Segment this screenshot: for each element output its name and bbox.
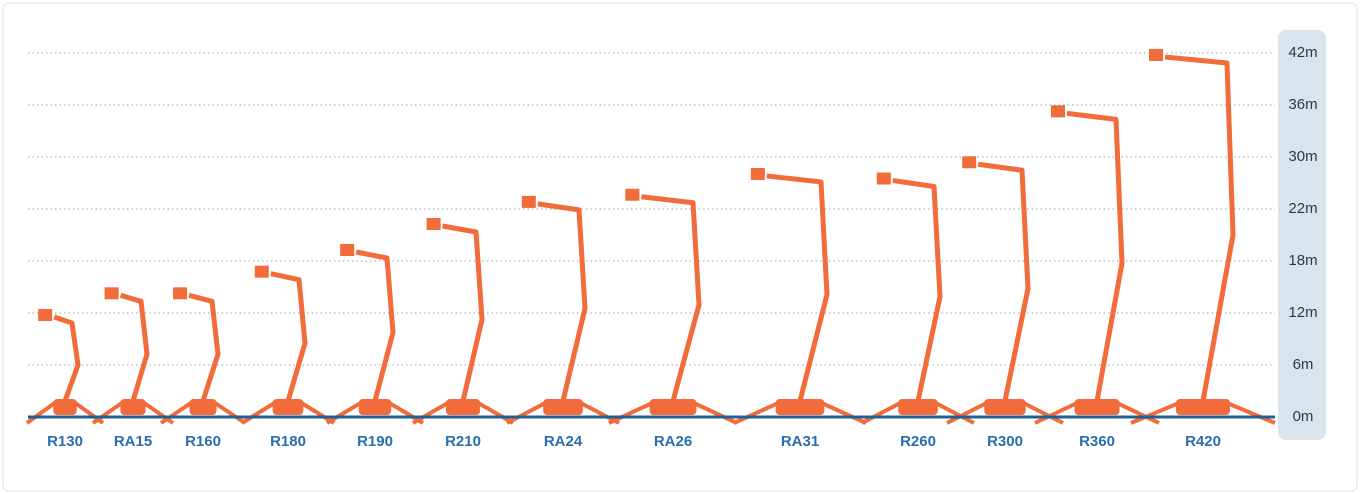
- crawler: [1176, 399, 1230, 415]
- y-tick-label: 12m: [1288, 304, 1317, 321]
- crawler: [53, 399, 76, 415]
- basket: [522, 196, 536, 208]
- crawler: [898, 399, 938, 415]
- basket: [962, 156, 976, 168]
- basket: [105, 287, 119, 299]
- x-tick-label: R300: [987, 433, 1023, 450]
- basket: [38, 309, 52, 321]
- chart: 0m 6m 12m 18m 22m 30m 36m 42m R130 RA15 R160 R180 R1…: [0, 0, 1361, 494]
- basket: [877, 173, 891, 185]
- crawler: [776, 399, 825, 415]
- x-tick-label: R190: [357, 433, 393, 450]
- crawler: [984, 399, 1025, 415]
- crawler: [650, 399, 697, 415]
- x-tick-label: R130: [47, 433, 83, 450]
- basket: [1051, 105, 1065, 117]
- y-tick-label: 30m: [1288, 148, 1317, 165]
- crawler: [190, 399, 217, 415]
- crawler: [273, 399, 304, 415]
- y-tick-label: 0m: [1293, 408, 1314, 425]
- x-tick-label: R210: [445, 433, 481, 450]
- y-tick-label: 18m: [1288, 252, 1317, 269]
- basket: [340, 244, 354, 256]
- y-tick-label: 6m: [1293, 356, 1314, 373]
- axis-panel: [1278, 30, 1326, 440]
- crawler: [120, 399, 145, 415]
- y-tick-label: 42m: [1288, 44, 1317, 61]
- x-tick-label: RA24: [544, 433, 583, 450]
- x-tick-label: R260: [900, 433, 936, 450]
- x-tick-label: RA31: [781, 433, 819, 450]
- x-tick-label: RA26: [654, 433, 692, 450]
- crawler: [446, 399, 480, 415]
- basket: [255, 266, 269, 278]
- crawler: [1075, 399, 1120, 415]
- basket: [173, 287, 187, 299]
- x-tick-label: RA15: [114, 433, 152, 450]
- basket: [625, 189, 639, 201]
- basket: [427, 218, 441, 230]
- page: {"chart_data": {"type": "machines", "cat…: [0, 0, 1361, 494]
- x-tick-label: R360: [1079, 433, 1115, 450]
- y-tick-label: 22m: [1288, 200, 1317, 217]
- x-tick-label: R420: [1185, 433, 1221, 450]
- x-tick-label: R180: [270, 433, 306, 450]
- basket: [1149, 49, 1163, 61]
- y-tick-label: 36m: [1288, 96, 1317, 113]
- crawler: [543, 399, 583, 415]
- x-tick-label: R160: [185, 433, 221, 450]
- crawler: [359, 399, 391, 415]
- basket: [751, 168, 765, 180]
